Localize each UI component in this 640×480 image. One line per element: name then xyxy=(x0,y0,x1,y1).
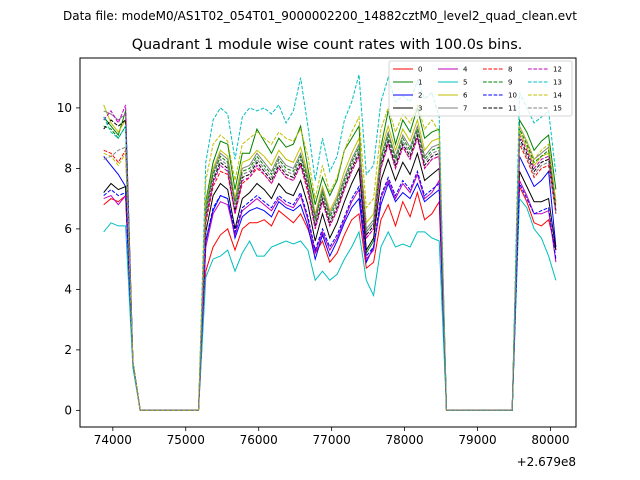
x-tick-label: 74000 xyxy=(94,433,132,447)
series-line-12 xyxy=(103,104,557,411)
legend-label-7: 7 xyxy=(463,105,467,113)
legend-label-3: 3 xyxy=(418,105,422,113)
series-line-13 xyxy=(103,74,557,411)
series-line-1 xyxy=(103,105,557,411)
legend-label-5: 5 xyxy=(463,79,467,87)
legend-label-14: 14 xyxy=(553,92,562,100)
y-tick-label: 2 xyxy=(64,343,72,357)
y-tick-label: 0 xyxy=(64,403,72,417)
series-line-7 xyxy=(103,110,557,411)
x-tick-label: 76000 xyxy=(240,433,278,447)
legend-label-2: 2 xyxy=(418,92,422,100)
legend-label-15: 15 xyxy=(553,105,562,113)
series-line-15 xyxy=(103,130,557,411)
x-tick-label: 75000 xyxy=(167,433,205,447)
legend-label-12: 12 xyxy=(553,66,562,74)
x-tick-label: 77000 xyxy=(313,433,351,447)
x-tick-label: 79000 xyxy=(458,433,496,447)
series-line-11 xyxy=(103,118,557,411)
legend-label-6: 6 xyxy=(463,92,468,100)
legend-label-0: 0 xyxy=(418,66,422,74)
plot-frame xyxy=(79,57,577,428)
legend-label-4: 4 xyxy=(463,66,468,74)
series-line-8 xyxy=(103,136,557,411)
y-axis: 0 2 4 6 8 10 xyxy=(57,101,80,417)
x-tick-label: 80000 xyxy=(531,433,569,447)
legend-label-1: 1 xyxy=(418,79,422,87)
x-tick-label: 78000 xyxy=(385,433,423,447)
legend-label-9: 9 xyxy=(508,79,512,87)
legend-label-11: 11 xyxy=(508,105,517,113)
x-axis: 74000 75000 76000 77000 78000 79000 80000 xyxy=(94,427,570,447)
chart-title: Quadrant 1 module wise count rates with … xyxy=(132,37,523,53)
series-line-10 xyxy=(103,169,557,411)
y-tick-label: 6 xyxy=(64,222,72,236)
legend-label-13: 13 xyxy=(553,79,562,87)
y-tick-label: 10 xyxy=(57,101,72,115)
chart-suptitle: Data file: modeM0/AS1T02_054T01_90000022… xyxy=(63,9,577,23)
series-line-14 xyxy=(103,103,557,411)
series-line-9 xyxy=(103,124,557,411)
series-line-6 xyxy=(103,104,557,411)
legend-box xyxy=(388,60,573,117)
series-line-5 xyxy=(103,197,557,411)
legend-label-10: 10 xyxy=(508,92,517,100)
y-tick-label: 4 xyxy=(64,282,72,296)
legend-label-8: 8 xyxy=(508,66,512,74)
plot-area xyxy=(103,74,557,411)
x-offset-label: +2.679e8 xyxy=(517,455,576,469)
y-tick-label: 8 xyxy=(64,161,72,175)
